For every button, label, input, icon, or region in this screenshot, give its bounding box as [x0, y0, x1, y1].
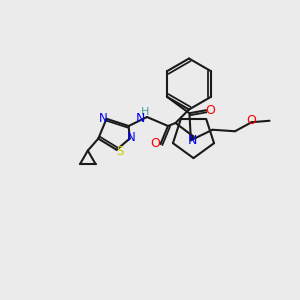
Text: O: O	[150, 137, 160, 151]
Text: N: N	[99, 112, 108, 125]
Text: S: S	[116, 145, 123, 158]
Text: N: N	[136, 112, 145, 125]
Text: N: N	[127, 130, 136, 144]
Text: O: O	[206, 104, 215, 117]
Text: N: N	[188, 134, 197, 147]
Text: H: H	[140, 107, 149, 118]
Text: O: O	[247, 114, 256, 127]
